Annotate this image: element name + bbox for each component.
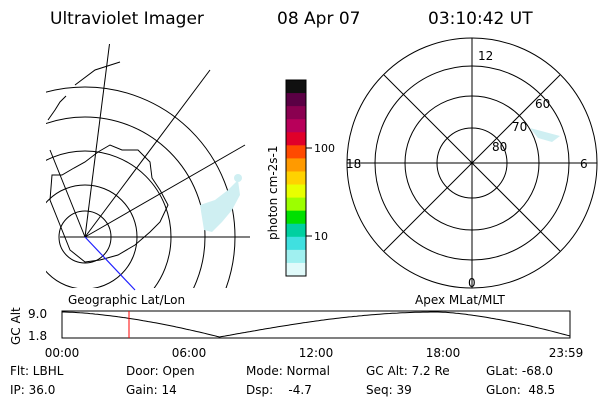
- info-door: Door: Open: [126, 364, 195, 378]
- date-label: 08 Apr 07: [277, 9, 360, 29]
- info-glon: GLon: 48.5: [486, 383, 556, 397]
- mlat-label-70: 70: [512, 120, 527, 134]
- colorbar-band: [286, 158, 306, 172]
- mlat-label-80: 80: [492, 140, 507, 154]
- timeline-xtick-2359: 23:59: [549, 346, 584, 360]
- mlt-label-18: 18: [346, 157, 361, 171]
- colorbar-band: [286, 119, 306, 133]
- colorbar-band: [286, 145, 306, 159]
- mlt-label-12: 12: [478, 49, 493, 63]
- info-mode: Mode: Normal: [246, 364, 330, 378]
- time-label: 03:10:42 UT: [428, 9, 533, 29]
- colorbar-band: [286, 249, 306, 264]
- colorbar-band: [286, 236, 306, 251]
- colorbar-band: [286, 132, 306, 146]
- mlt-label-0: 0: [468, 276, 476, 290]
- colorbar-band: [286, 80, 306, 94]
- colorbar-tick-100: 100: [314, 142, 335, 155]
- colorbar-band: [286, 171, 306, 186]
- colorbar-band: [286, 197, 306, 212]
- info-gain: Gain: 14: [126, 383, 177, 397]
- colorbar-band: [286, 262, 306, 277]
- altitude-timeline: GC Alt 9.0 1.8 00:00 06:00 12:00 18:00 2…: [9, 307, 583, 360]
- geographic-map: [46, 44, 250, 291]
- color-scale: 100 10 photon cm-2s-1: [266, 79, 335, 277]
- timeline-ytick-9: 9.0: [28, 307, 47, 321]
- timeline-xtick-0600: 06:00: [172, 346, 207, 360]
- colorbar-tick-10: 10: [314, 230, 328, 243]
- apex-polar-plot: [346, 37, 598, 289]
- info-gc-alt: GC Alt: 7.2 Re: [366, 364, 450, 378]
- timeline-axis-label: GC Alt: [9, 307, 23, 345]
- colorbar-band: [286, 106, 306, 120]
- mlt-label-6: 6: [580, 157, 588, 171]
- timeline-xtick-0000: 00:00: [45, 346, 80, 360]
- instrument-title: Ultraviolet Imager: [50, 9, 204, 29]
- colorbar-band: [286, 93, 306, 107]
- info-glat: GLat: -68.0: [486, 364, 553, 378]
- colorbar-band: [286, 184, 306, 199]
- mlat-label-60: 60: [535, 97, 550, 111]
- timeline-ytick-1.8: 1.8: [28, 329, 47, 343]
- colorbar-band: [286, 210, 306, 225]
- timeline-xtick-1800: 18:00: [426, 346, 461, 360]
- colorbar-unit-label: photon cm-2s-1: [266, 146, 280, 241]
- info-ip: IP: 36.0: [10, 383, 56, 397]
- geographic-panel-label: Geographic Lat/Lon: [68, 293, 185, 307]
- info-dsp: Dsp: -4.7: [246, 383, 312, 397]
- apex-panel-label: Apex MLat/MLT: [415, 293, 505, 307]
- colorbar-band: [286, 223, 306, 238]
- info-seq: Seq: 39: [366, 383, 412, 397]
- timeline-xtick-1200: 12:00: [299, 346, 334, 360]
- info-filter: Flt: LBHL: [10, 364, 64, 378]
